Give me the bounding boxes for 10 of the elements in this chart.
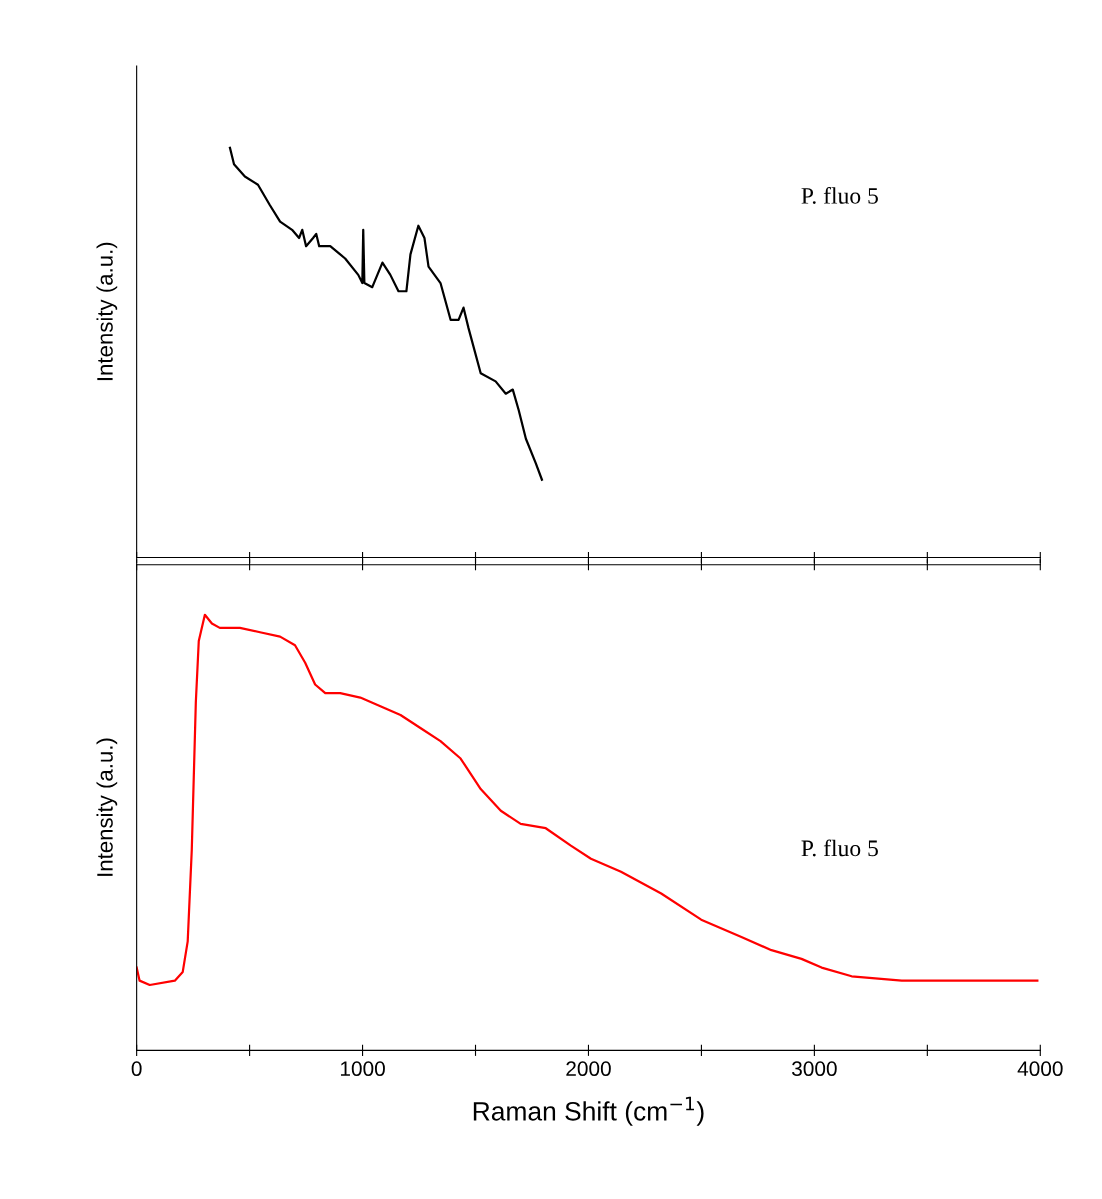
y-axis-title: Intensity (a.u.) <box>96 738 118 876</box>
annotation: P. fluo 5 <box>801 839 878 857</box>
y-axis-title: Intensity (a.u.) <box>96 242 118 381</box>
x-tick-label: 2000 <box>566 1061 611 1077</box>
x-tick-label: 4000 <box>1017 1061 1063 1077</box>
x-axis-title: Raman Shift (cm$^{−1}$) <box>473 1096 704 1126</box>
x-tick-label: 1000 <box>340 1061 385 1077</box>
x-tick-label: 3000 <box>792 1061 837 1077</box>
x-tick-label: 0 <box>131 1061 142 1077</box>
annotation: P. fluo 5 <box>801 186 878 204</box>
